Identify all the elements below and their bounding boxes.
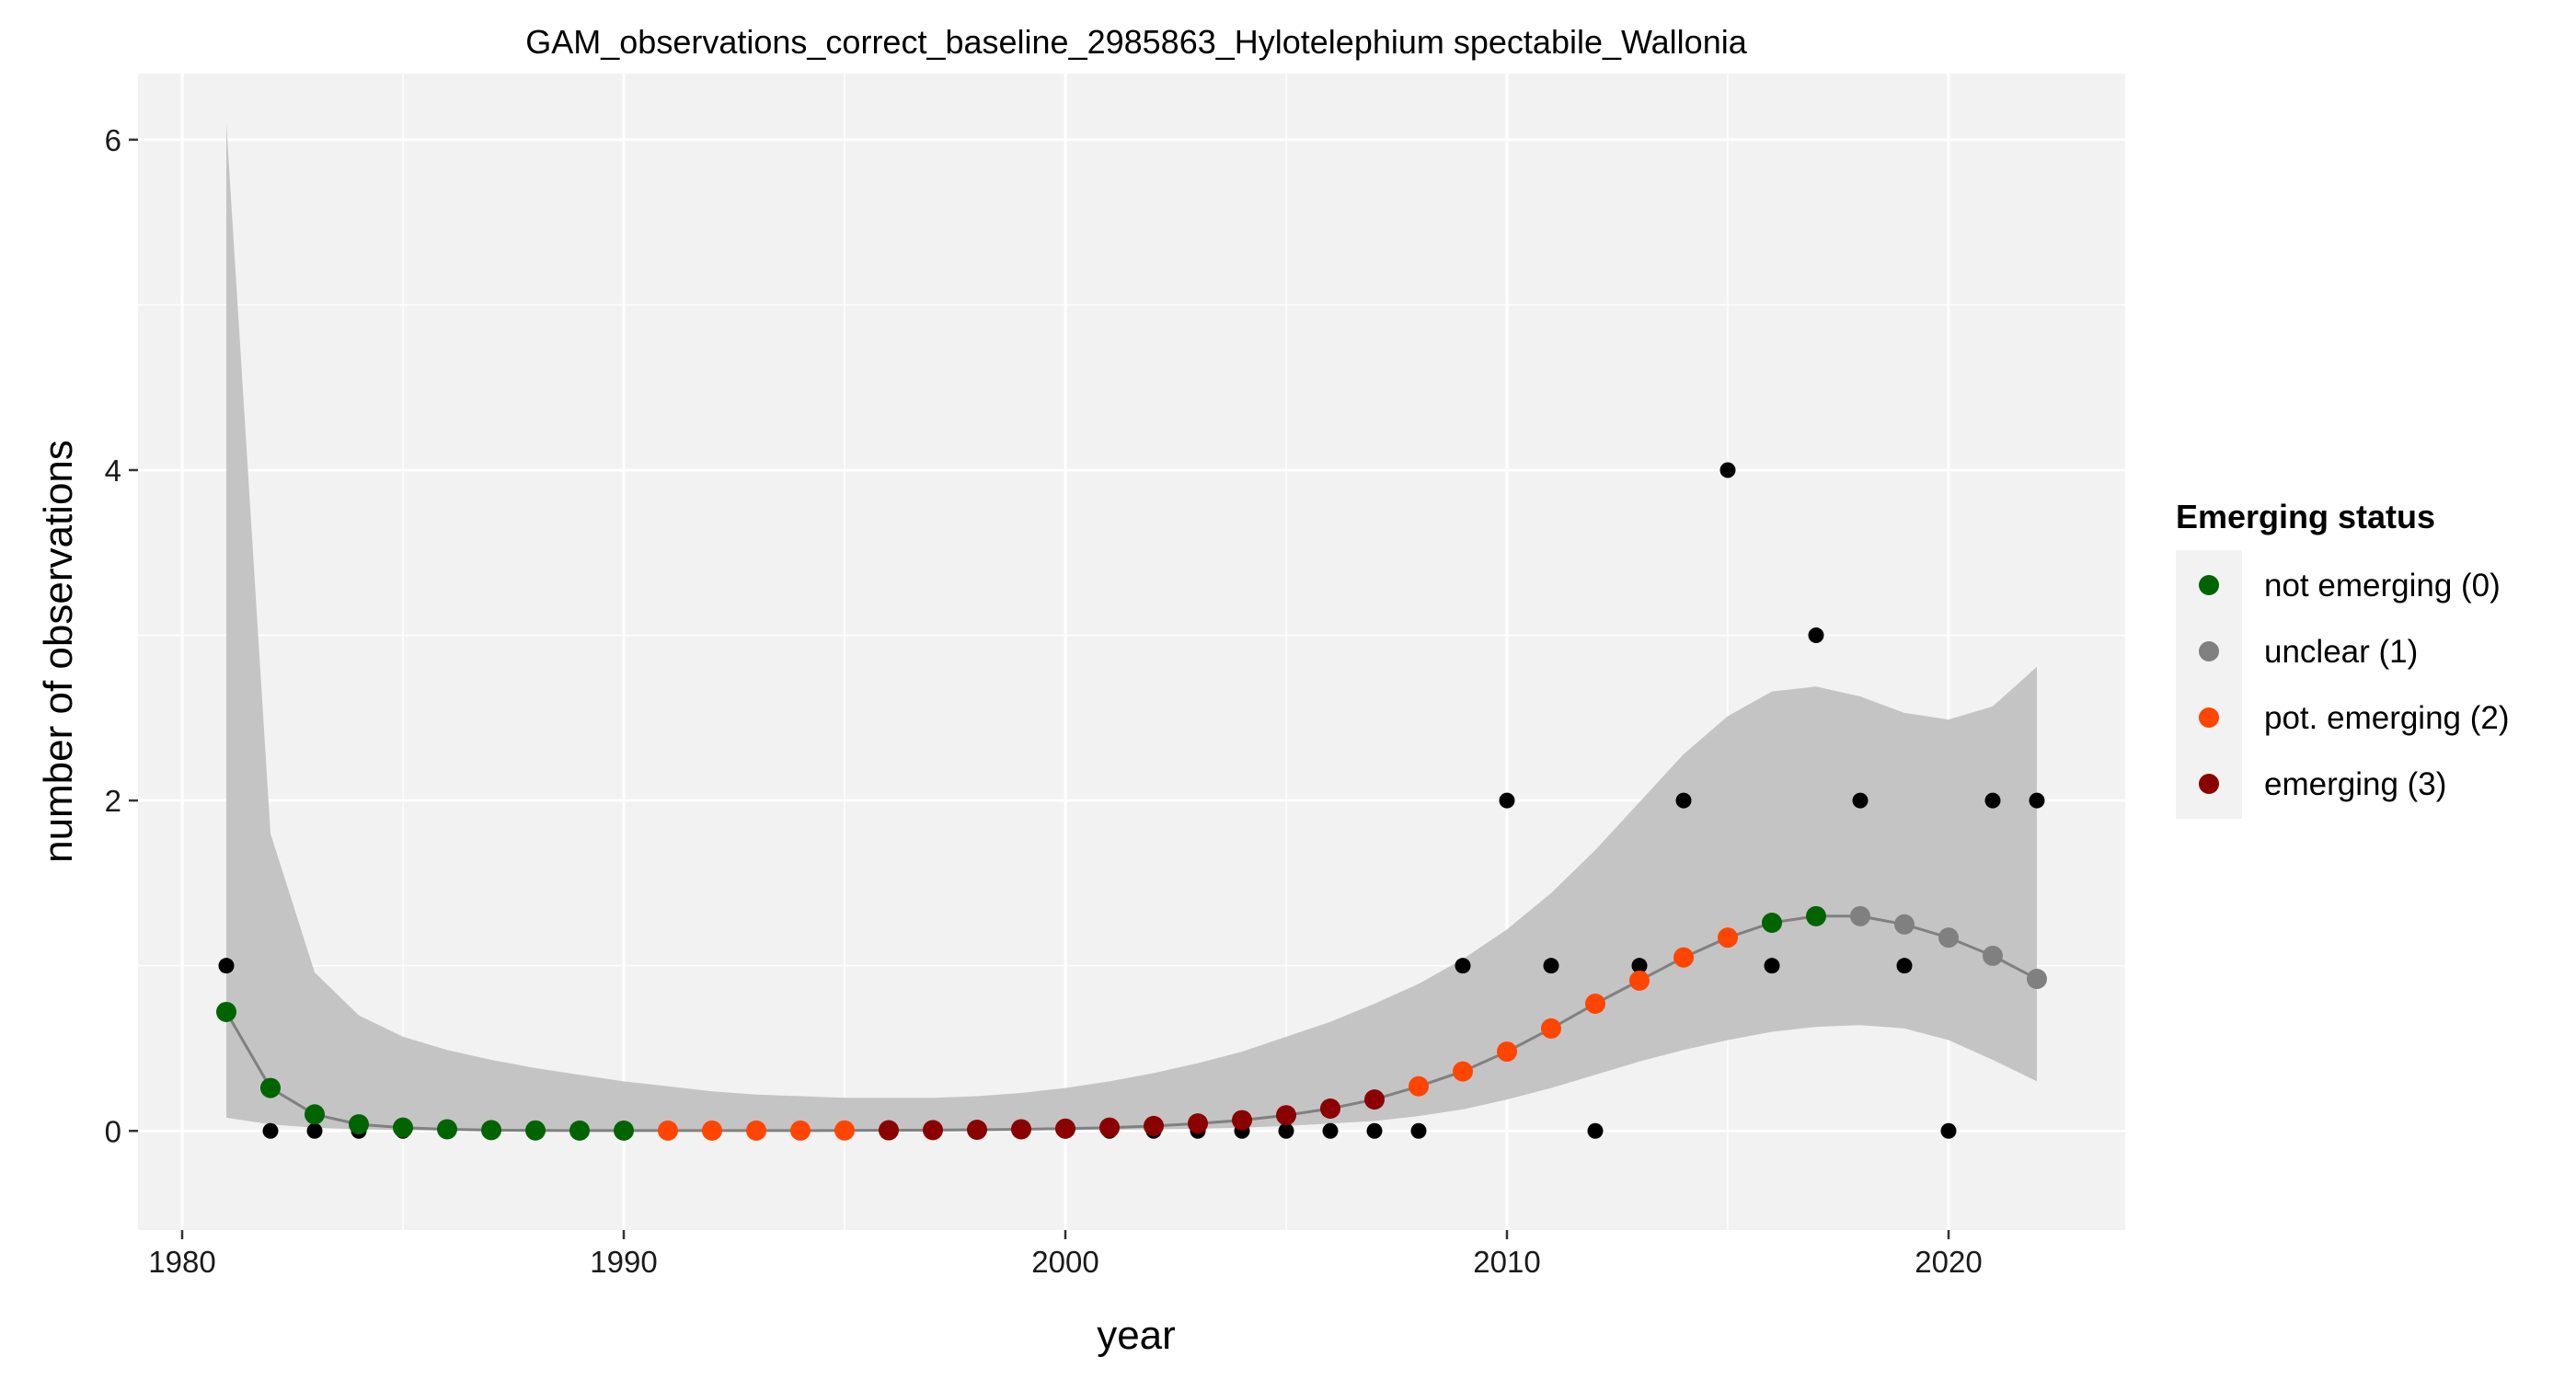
x-tick-label: 1990 [590,1245,657,1279]
observed-point [1631,958,1648,974]
legend-entries: not emerging (0) unclear (1) pot. emerging… [2199,568,2510,802]
observed-point [1587,1122,1604,1139]
fit-point [702,1120,722,1141]
fit-point [569,1120,590,1141]
observed-point [1543,958,1559,974]
observed-point [306,1122,323,1139]
observed-point [1852,792,1869,809]
fit-point [1232,1110,1252,1131]
fit-point [614,1120,634,1141]
fit-point [1762,912,1782,933]
fit-point [658,1120,678,1141]
legend-label: not emerging (0) [2264,568,2501,604]
observed-point [1455,958,1471,974]
fit-point [1320,1098,1340,1120]
legend: Emerging status not emerging (0) unclear … [2176,498,2510,819]
fit-point [1541,1018,1561,1039]
observed-point [1808,627,1824,644]
observed-point [1410,1122,1427,1139]
grid-minor [138,74,2125,1230]
observed-point [1940,1122,1957,1139]
fit-point [967,1120,987,1141]
fit-point [2027,969,2047,990]
fit-point [1364,1089,1385,1110]
fit-point [1055,1118,1075,1139]
y-tick-label: 4 [105,454,121,488]
fit-point [525,1120,546,1141]
fit-point [1188,1113,1208,1134]
fit-point [1894,914,1915,935]
y-axis: 0 2 4 6 [105,123,138,1148]
chart-title: GAM_observations_correct_baseline_298586… [525,23,1747,61]
plot-panel [138,74,2125,1230]
observed-point [2029,792,2045,809]
fit-point [1497,1041,1517,1063]
fit-point [923,1120,943,1141]
fit-point [1983,945,2003,966]
legend-label: unclear (1) [2264,634,2418,670]
observed-point [218,958,235,974]
observed-point [1896,958,1913,974]
x-axis-title: year [1097,1313,1176,1358]
fit-point [879,1120,899,1141]
legend-key [2199,575,2219,595]
observed-point [1499,792,1515,809]
fit-point [305,1104,325,1125]
fit-point [260,1077,281,1098]
observed-point [1764,958,1780,974]
legend-title: Emerging status [2176,498,2435,535]
fit-point [437,1119,457,1140]
observed-point [1719,462,1736,478]
x-tick-label: 2000 [1031,1245,1098,1279]
fit-point [1585,993,1605,1014]
legend-label: pot. emerging (2) [2264,700,2510,736]
fit-point [1850,905,1870,926]
legend-label: emerging (3) [2264,766,2446,802]
observed-point [1984,792,2001,809]
fit-point [1938,927,1959,949]
observed-point [1366,1122,1383,1139]
fit-point [1453,1061,1473,1082]
fit-point [1806,905,1826,926]
fit-point [1673,947,1694,968]
fit-point [216,1001,236,1022]
y-tick-label: 2 [105,784,121,818]
legend-key [2199,774,2219,794]
fit-point [481,1120,501,1141]
confidence-ribbon [226,122,2037,1132]
observed-point [262,1122,279,1139]
y-tick-label: 0 [105,1114,121,1148]
fit-point [393,1117,413,1138]
fit-point [1409,1075,1429,1097]
observed-point [1675,792,1692,809]
fit-point [1629,970,1650,991]
legend-key [2199,707,2219,728]
x-tick-label: 1980 [148,1245,215,1279]
x-tick-label: 2020 [1915,1245,1982,1279]
fit-point [1099,1117,1120,1138]
fit-point [790,1120,811,1141]
fit-point [1276,1105,1296,1126]
fit-point [1011,1119,1031,1140]
fit-point [349,1114,369,1135]
fit-point [834,1120,855,1141]
fit-point [1144,1115,1164,1136]
observed-point [1278,1122,1294,1139]
x-axis: 1980 1990 2000 2010 2020 [148,1230,1983,1279]
y-tick-label: 6 [105,123,121,157]
fit-points [216,905,2047,1141]
x-tick-label: 2010 [1473,1245,1540,1279]
observed-point [1322,1122,1339,1139]
y-axis-title: number of observations [36,440,81,863]
fit-point [746,1120,766,1141]
fit-point [1718,927,1738,949]
legend-key [2199,641,2219,661]
